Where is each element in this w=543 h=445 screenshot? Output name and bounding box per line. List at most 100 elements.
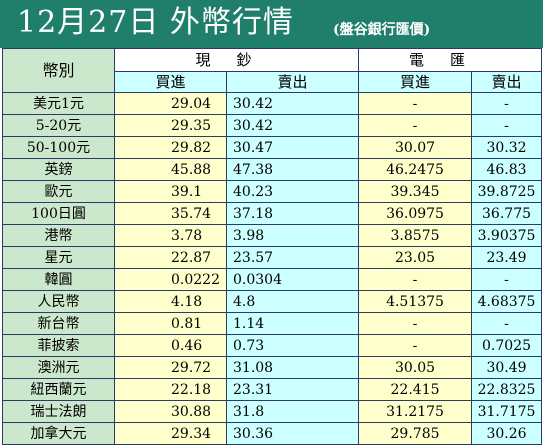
cash-sell-cell: 31.8 [225, 400, 360, 423]
telegraphic-buy-cell: 31.2175 [358, 400, 473, 423]
telegraphic-group-header: 電匯 [358, 48, 543, 72]
telegraphic-sell-cell: 3.90375 [471, 224, 543, 247]
table-row: 新台幣 0.81 1.14- - [2, 312, 543, 335]
cash-sell-cell: 30.42 [225, 114, 360, 137]
cash-sell-cell: 37.18 [225, 202, 360, 225]
currency-name-cell: 英鎊 [2, 158, 115, 181]
cash-buy-cell: 29.34 [114, 422, 227, 445]
currency-name-cell: 50-100元 [2, 136, 115, 159]
rate-table-header: 幣別 現鈔 電匯 買進 賣出 買進 賣出 [2, 48, 543, 93]
telegraphic-sell-cell: 30.49 [471, 356, 543, 379]
cash-buy-cell: 0.46 [114, 334, 227, 357]
currency-name-cell: 韓圓 [2, 268, 115, 291]
cash-sell-cell: 23.57 [225, 246, 360, 269]
telegraphic-buy-cell: 3.8575 [358, 224, 473, 247]
telegraphic-sell-header: 賣出 [471, 70, 543, 93]
telegraphic-sell-cell: 4.68375 [471, 290, 543, 313]
telegraphic-sell-cell: - [471, 114, 543, 137]
currency-name-cell: 美元1元 [2, 92, 115, 115]
cash-sell-header: 賣出 [225, 70, 360, 93]
cash-buy-cell: 0.0222 [114, 268, 227, 291]
cash-sell-cell: 47.38 [225, 158, 360, 181]
telegraphic-buy-cell: 30.07 [358, 136, 473, 159]
telegraphic-buy-cell: - [358, 312, 473, 335]
telegraphic-sell-cell: - [471, 268, 543, 291]
currency-name-cell: 人民幣 [2, 290, 115, 313]
cash-buy-cell: 45.88 [114, 158, 227, 181]
telegraphic-buy-cell: - [358, 334, 473, 357]
cash-sell-cell: 30.42 [225, 92, 360, 115]
cash-sell-cell: 31.08 [225, 356, 360, 379]
currency-name-cell: 歐元 [2, 180, 115, 203]
table-row: 瑞士法朗 30.88 31.8 31.2175 31.7175 [2, 400, 543, 423]
table-row: 歐元 39.1 40.23 39.345 39.8725 [2, 180, 543, 203]
currency-name-cell: 星元 [2, 246, 115, 269]
cash-buy-cell: 29.72 [114, 356, 227, 379]
cash-sell-cell: 30.36 [225, 422, 360, 445]
cash-buy-cell: 0.81 [114, 312, 227, 335]
cash-sell-cell: 0.0304 [225, 268, 360, 291]
telegraphic-buy-cell: 22.415 [358, 378, 473, 401]
table-row: 紐西蘭元 22.18 23.31 22.415 22.8325 [2, 378, 543, 401]
cash-sell-cell: 4.8 [225, 290, 360, 313]
currency-name-cell: 港幣 [2, 224, 115, 247]
table-row: 加拿大元 29.34 30.36 29.785 30.26 [2, 422, 543, 445]
cash-buy-cell: 22.18 [114, 378, 227, 401]
telegraphic-buy-cell: - [358, 92, 473, 115]
telegraphic-buy-cell: 39.345 [358, 180, 473, 203]
cash-buy-cell: 3.78 [114, 224, 227, 247]
bank-source-subtitle: (盤谷銀行匯價) [333, 22, 431, 38]
currency-column-header: 幣別 [2, 48, 115, 93]
cash-buy-cell: 29.04 [114, 92, 227, 115]
currency-name-cell: 100日圓 [2, 202, 115, 225]
table-row: 50-100元 29.82 30.47 30.07 30.32 [2, 136, 543, 159]
telegraphic-buy-cell: 30.05 [358, 356, 473, 379]
table-row: 人民幣 4.18 4.8 4.51375 4.68375 [2, 290, 543, 313]
table-row: 菲披索 0.46 0.73-0.7025 [2, 334, 543, 357]
table-row: 港幣 3.78 3.98 3.8575 3.90375 [2, 224, 543, 247]
header-group-row: 幣別 現鈔 電匯 [2, 48, 543, 93]
currency-name-cell: 澳洲元 [2, 356, 115, 379]
currency-name-cell: 5-20元 [2, 114, 115, 137]
currency-name-cell: 瑞士法朗 [2, 400, 115, 423]
table-row: 100日圓 35.74 37.18 36.0975 36.775 [2, 202, 543, 225]
telegraphic-buy-cell: 46.2475 [358, 158, 473, 181]
cash-buy-cell: 30.88 [114, 400, 227, 423]
cash-sell-cell: 1.14 [225, 312, 360, 335]
cash-buy-cell: 29.35 [114, 114, 227, 137]
telegraphic-buy-cell: 23.05 [358, 246, 473, 269]
cash-sell-cell: 0.73 [225, 334, 360, 357]
cash-sell-cell: 23.31 [225, 378, 360, 401]
telegraphic-sell-cell: 31.7175 [471, 400, 543, 423]
telegraphic-sell-cell: 30.26 [471, 422, 543, 445]
currency-name-cell: 菲披索 [2, 334, 115, 357]
telegraphic-buy-cell: 4.51375 [358, 290, 473, 313]
header-sub-row: 買進 賣出 買進 賣出 [3, 70, 543, 93]
cash-buy-cell: 29.82 [114, 136, 227, 159]
telegraphic-sell-cell: - [471, 92, 543, 115]
telegraphic-sell-cell: - [471, 312, 543, 335]
title-banner: 12月27日 外幣行情 (盤谷銀行匯價) [0, 0, 543, 48]
rate-table-body: 美元1元 29.04 30.42- -5-20元 29.35 30.42- -50-100元… [2, 92, 543, 445]
table-row: 英鎊 45.88 47.38 46.2475 46.83 [2, 158, 543, 181]
table-row: 星元 22.87 23.57 23.05 23.49 [2, 246, 543, 269]
table-row: 5-20元 29.35 30.42- - [2, 114, 543, 137]
telegraphic-buy-header: 買進 [358, 70, 473, 93]
telegraphic-sell-cell: 0.7025 [471, 334, 543, 357]
cash-sell-cell: 40.23 [225, 180, 360, 203]
telegraphic-sell-cell: 22.8325 [471, 378, 543, 401]
cash-buy-cell: 22.87 [114, 246, 227, 269]
telegraphic-sell-cell: 39.8725 [471, 180, 543, 203]
telegraphic-sell-cell: 23.49 [471, 246, 543, 269]
telegraphic-sell-cell: 46.83 [471, 158, 543, 181]
currency-name-cell: 加拿大元 [2, 422, 115, 445]
telegraphic-buy-cell: 29.785 [358, 422, 473, 445]
cash-sell-cell: 30.47 [225, 136, 360, 159]
cash-group-header: 現鈔 [113, 48, 360, 72]
currency-name-cell: 紐西蘭元 [2, 378, 115, 401]
telegraphic-buy-cell: - [358, 114, 473, 137]
currency-name-cell: 新台幣 [2, 312, 115, 335]
cash-buy-cell: 35.74 [114, 202, 227, 225]
telegraphic-buy-cell: 36.0975 [358, 202, 473, 225]
